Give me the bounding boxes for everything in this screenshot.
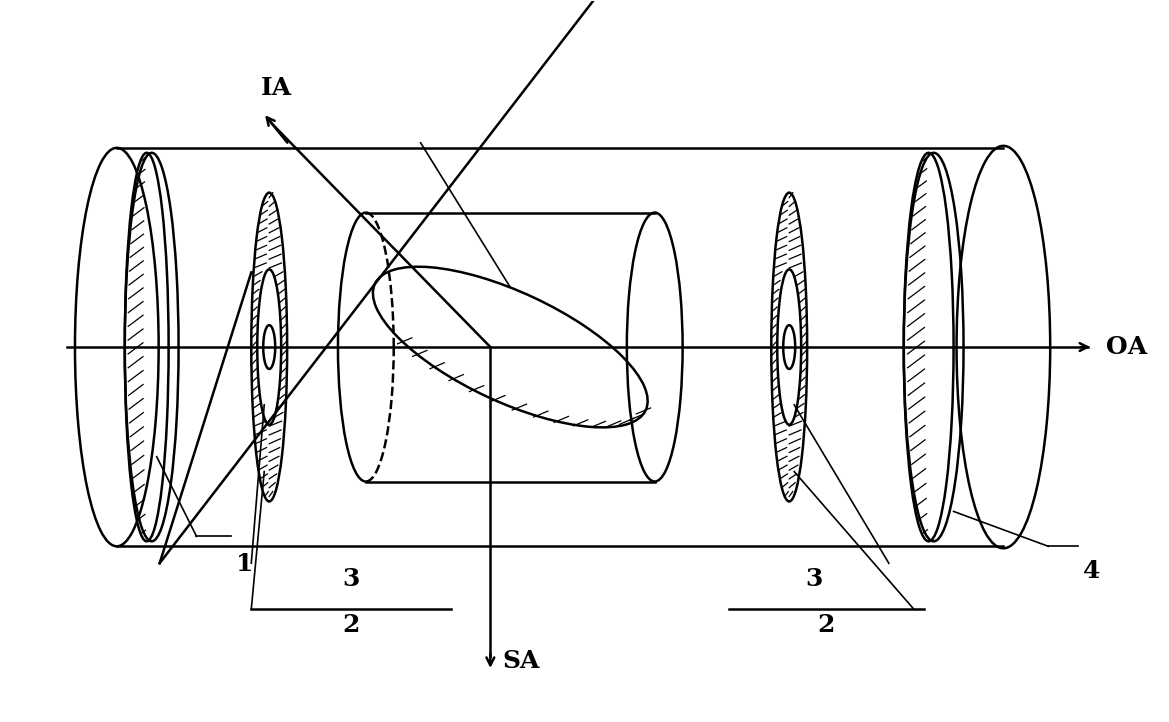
Text: 3: 3 — [805, 567, 823, 591]
Text: OA: OA — [1106, 335, 1147, 359]
Text: 2: 2 — [343, 613, 360, 637]
Text: 1: 1 — [236, 552, 254, 576]
Text: 3: 3 — [343, 567, 360, 591]
Text: SA: SA — [503, 649, 540, 673]
Text: 4: 4 — [1082, 559, 1100, 583]
Text: 2: 2 — [817, 613, 835, 637]
Text: IA: IA — [261, 76, 292, 100]
